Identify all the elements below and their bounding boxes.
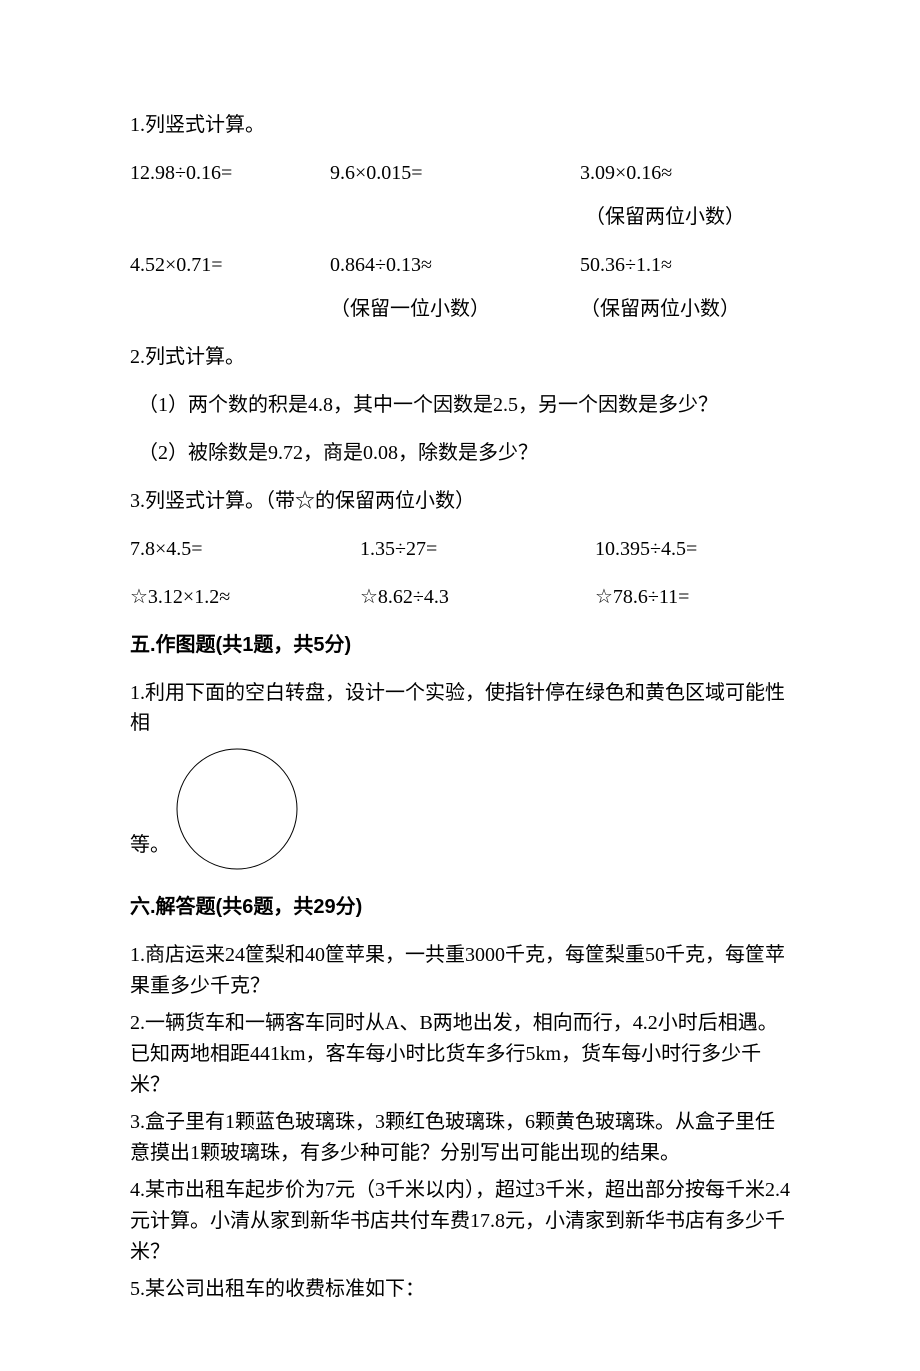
q2-item-2: （2）被除数是9.72，商是0.08，除数是多少？	[130, 438, 790, 468]
q1-title: 1.列竖式计算。	[130, 110, 790, 140]
section5-q1-suffix: 等。	[130, 830, 170, 860]
q3-row1: 7.8×4.5= 1.35÷27= 10.395÷4.5=	[130, 534, 790, 564]
section6-item-4: 4.某市出租车起步价为7元（3千米以内），超过3千米，超出部分按每千米2.4元计…	[130, 1175, 790, 1268]
section6-item-2: 2.一辆货车和一辆客车同时从A、B两地出发，相向而行，4.2小时后相遇。已知两地…	[130, 1008, 790, 1101]
q1-row2-c1: 4.52×0.71=	[130, 250, 330, 280]
spacer	[130, 294, 330, 324]
q1-row2-note-c3: （保留两位小数）	[580, 294, 790, 324]
section6-item-5: 5.某公司出租车的收费标准如下：	[130, 1274, 790, 1305]
section6-head: 六.解答题(共6题，共29分)	[130, 892, 790, 922]
q1-row2: 4.52×0.71= 0.864÷0.13≈ 50.36÷1.1≈	[130, 250, 790, 280]
q3-row1-c3: 10.395÷4.5=	[595, 534, 790, 564]
section6-item-3: 3.盒子里有1颗蓝色玻璃珠，3颗红色玻璃珠，6颗黄色玻璃珠。从盒子里任意摸出1颗…	[130, 1107, 790, 1169]
spinner-circle-icon	[172, 744, 302, 874]
q2-title: 2.列式计算。	[130, 342, 790, 372]
section6-item-1: 1.商店运来24筐梨和40筐苹果，一共重3000千克，每筐梨重50千克，每筐苹果…	[130, 940, 790, 1002]
q1-row2-c2: 0.864÷0.13≈	[330, 250, 580, 280]
q3-row2-c2: ☆8.62÷4.3	[360, 582, 595, 612]
q2-item-1: （1）两个数的积是4.8，其中一个因数是2.5，另一个因数是多少？	[130, 390, 790, 420]
q3-row2-c1: ☆3.12×1.2≈	[130, 582, 360, 612]
q1-row1-c1: 12.98÷0.16=	[130, 158, 330, 188]
section5-q1-intro: 1.利用下面的空白转盘，设计一个实验，使指针停在绿色和黄色区域可能性相	[130, 678, 790, 738]
q3-row2-c3: ☆78.6÷11=	[595, 582, 790, 612]
section5-head: 五.作图题(共1题，共5分)	[130, 630, 790, 660]
q1-row2-notes: （保留一位小数） （保留两位小数）	[130, 294, 790, 324]
q1-row1-note: （保留两位小数）	[130, 202, 790, 232]
q1-row1: 12.98÷0.16= 9.6×0.015= 3.09×0.16≈	[130, 158, 790, 188]
q3-row1-c1: 7.8×4.5=	[130, 534, 360, 564]
q3-row1-c2: 1.35÷27=	[360, 534, 595, 564]
spinner-row: 等。	[130, 744, 790, 874]
q1-row1-c3: 3.09×0.16≈	[580, 158, 790, 188]
q3-title: 3.列竖式计算。（带☆的保留两位小数）	[130, 486, 790, 516]
q1-row1-c2: 9.6×0.015=	[330, 158, 580, 188]
q1-row2-c3: 50.36÷1.1≈	[580, 250, 790, 280]
q3-row2: ☆3.12×1.2≈ ☆8.62÷4.3 ☆78.6÷11=	[130, 582, 790, 612]
q1-row2-note-c2: （保留一位小数）	[330, 294, 580, 324]
